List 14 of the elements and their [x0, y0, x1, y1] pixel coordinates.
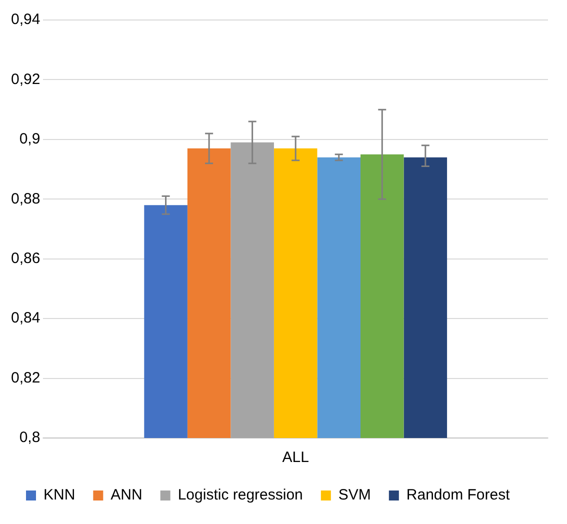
legend-label: Logistic regression: [178, 486, 303, 504]
y-tick-label: 0,82: [10, 369, 40, 386]
x-tick-label: ALL: [282, 449, 309, 466]
y-tick-label: 0,94: [10, 11, 40, 28]
y-tick-label: 0,84: [10, 310, 40, 327]
y-tick-label: 0,8: [19, 429, 40, 446]
y-tick-label: 0,88: [10, 190, 40, 208]
y-tick-label: 0,92: [10, 70, 40, 88]
y-tick-label: 0,9: [19, 130, 40, 148]
legend-label: KNN: [44, 486, 76, 504]
legend-label: SVM: [338, 486, 371, 504]
y-tick-label: 0,86: [10, 250, 40, 267]
legend-label: ANN: [110, 486, 142, 504]
legend-label: Random Forest: [406, 486, 511, 504]
